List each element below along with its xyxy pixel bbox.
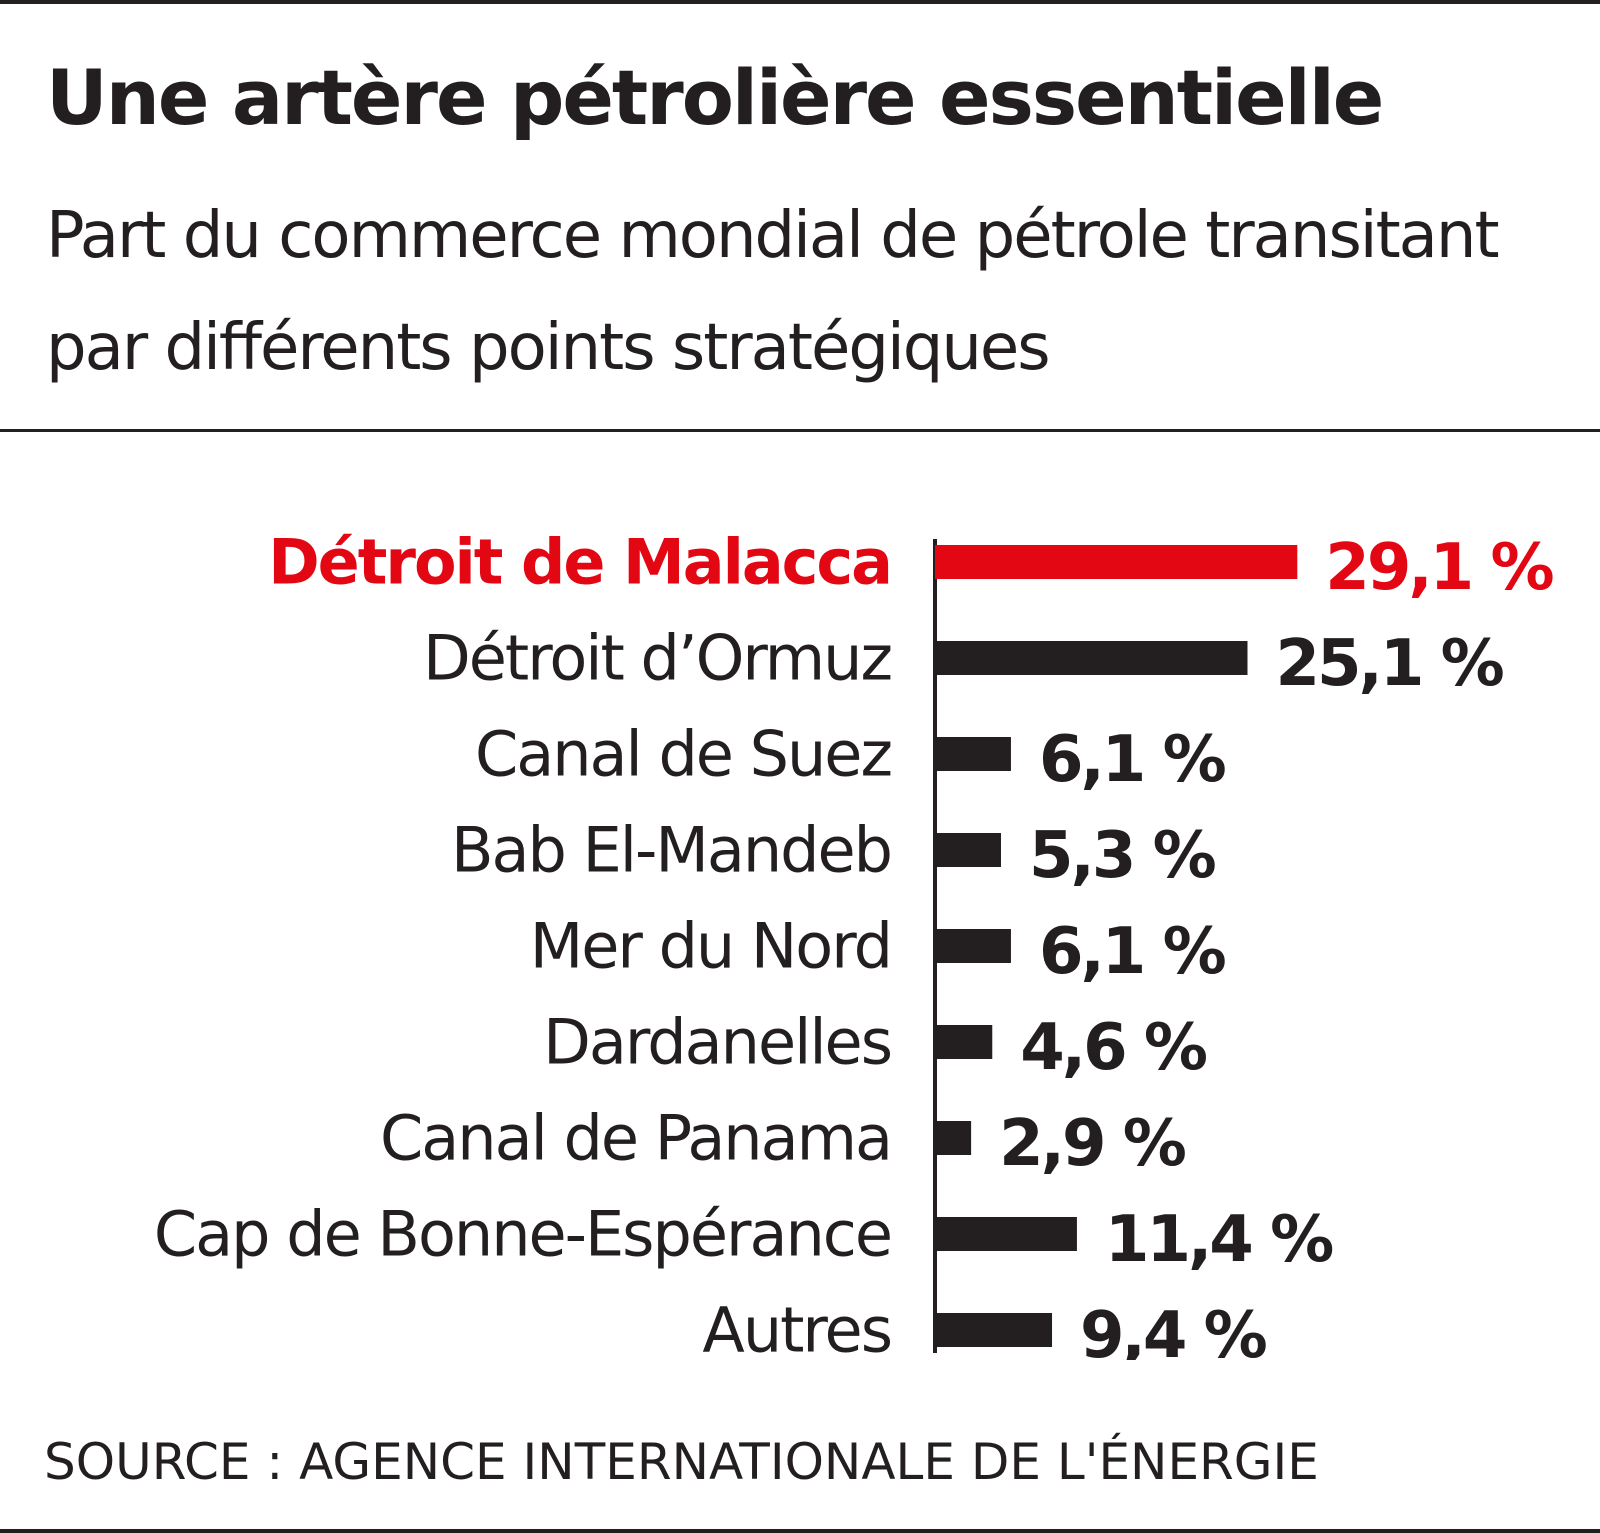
chart-subtitle: Part du commerce mondial de pétrole tran…: [46, 199, 1500, 385]
value-label: 25,1 %: [1275, 627, 1503, 701]
value-label: 2,9 %: [999, 1107, 1186, 1181]
bar-chart: Détroit de Malacca 29,1 % Détroit d’Ormuz 2…: [154, 526, 1557, 1361]
category-label: Dardanelles: [543, 1006, 891, 1079]
header-divider: [0, 429, 1600, 432]
category-label: Cap de Bonne-Espérance: [154, 1198, 891, 1271]
chart-title: Une artère pétrolière essentielle: [46, 53, 1384, 142]
category-label: Canal de Suez: [475, 718, 891, 791]
category-label: Bab El-Mandeb: [451, 814, 891, 887]
category-label: Détroit de Malacca: [268, 526, 891, 599]
category-label: Autres: [702, 1294, 891, 1361]
bar: [935, 833, 1001, 867]
category-label: Détroit d’Ormuz: [423, 622, 891, 695]
bar: [935, 737, 1011, 771]
bar: [935, 929, 1011, 963]
category-label: Mer du Nord: [530, 910, 891, 983]
bar: [935, 1313, 1053, 1347]
category-label: Canal de Panama: [380, 1102, 891, 1175]
bottom-rule: [0, 1529, 1600, 1533]
bar: [935, 1025, 993, 1059]
value-label: 29,1 %: [1325, 531, 1553, 605]
value-label: 5,3 %: [1029, 819, 1216, 893]
value-label: 11,4 %: [1105, 1203, 1333, 1277]
top-rule: [0, 0, 1600, 4]
bar: [935, 1121, 972, 1155]
value-label: 6,1 %: [1039, 723, 1226, 797]
value-label: 4,6 %: [1020, 1011, 1207, 1085]
bar: [935, 545, 1298, 579]
value-label: 6,1 %: [1039, 915, 1226, 989]
value-label: 9,4 %: [1080, 1299, 1267, 1360]
bar: [935, 1217, 1077, 1251]
bar: [935, 641, 1248, 675]
source-note: SOURCE : AGENCE INTERNATIONALE DE L'ÉNER…: [44, 1433, 1319, 1491]
